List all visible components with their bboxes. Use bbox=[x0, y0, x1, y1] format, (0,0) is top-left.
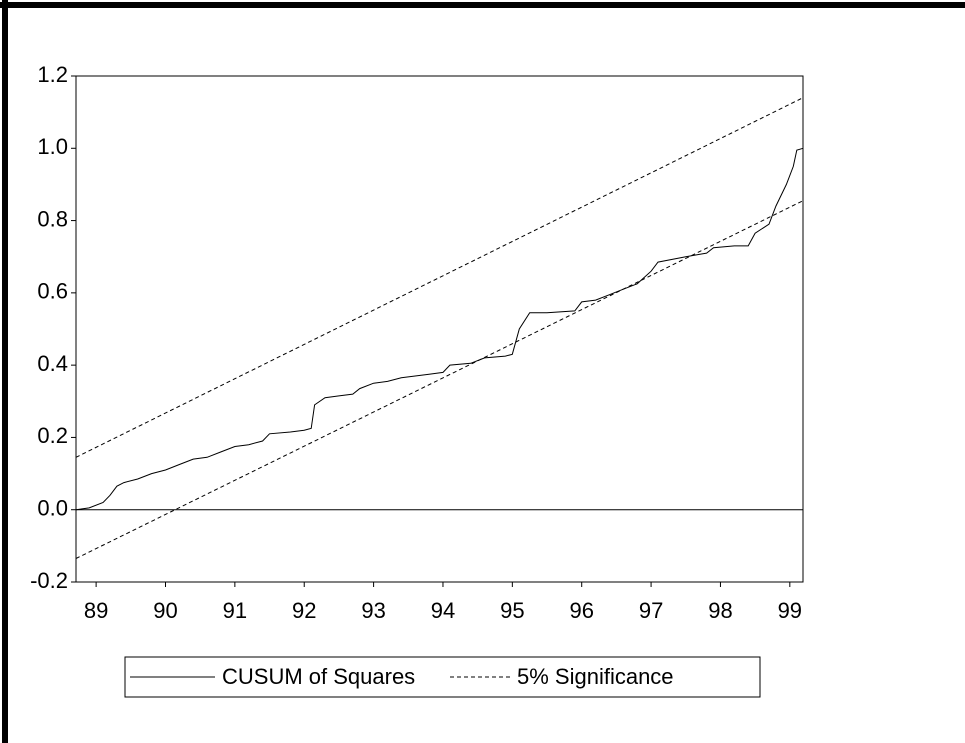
x-tick-label: 95 bbox=[500, 598, 524, 623]
series-line bbox=[75, 147, 804, 511]
legend-label: CUSUM of Squares bbox=[222, 664, 415, 689]
y-tick-label: 0.6 bbox=[37, 279, 68, 304]
y-tick-label: 0.4 bbox=[37, 351, 68, 376]
plot-frame bbox=[75, 75, 804, 583]
x-tick-label: 96 bbox=[569, 598, 593, 623]
x-tick-label: 94 bbox=[431, 598, 455, 623]
x-tick-label: 90 bbox=[153, 598, 177, 623]
y-tick-label: 0.2 bbox=[37, 423, 68, 448]
x-tick-label: 93 bbox=[361, 598, 385, 623]
y-tick-label: 1.2 bbox=[37, 62, 68, 87]
y-tick-label: -0.2 bbox=[30, 568, 68, 593]
series-line bbox=[75, 97, 804, 559]
y-tick-label: 0.8 bbox=[37, 206, 68, 231]
legend bbox=[124, 656, 761, 698]
x-tick-label: 92 bbox=[292, 598, 316, 623]
y-tick-label: 0.0 bbox=[37, 496, 68, 521]
y-tick-label: 1.0 bbox=[37, 134, 68, 159]
x-tick-label: 91 bbox=[223, 598, 247, 623]
x-tick-label: 99 bbox=[778, 598, 802, 623]
x-tick-label: 97 bbox=[639, 598, 663, 623]
x-tick-label: 98 bbox=[708, 598, 732, 623]
legend-label: 5% Significance bbox=[517, 664, 674, 689]
x-tick-label: 89 bbox=[84, 598, 108, 623]
